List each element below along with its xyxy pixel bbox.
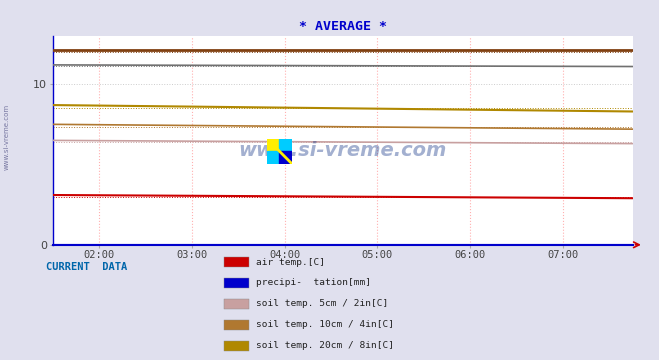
- Text: www.si-vreme.com: www.si-vreme.com: [239, 141, 447, 160]
- Text: soil temp. 10cm / 4in[C]: soil temp. 10cm / 4in[C]: [256, 320, 393, 329]
- Bar: [279, 151, 292, 164]
- Text: precipi-  tation[mm]: precipi- tation[mm]: [256, 279, 371, 287]
- Text: air temp.[C]: air temp.[C]: [256, 258, 325, 266]
- Text: soil temp. 20cm / 8in[C]: soil temp. 20cm / 8in[C]: [256, 341, 393, 350]
- Bar: [267, 139, 279, 151]
- Text: www.si-vreme.com: www.si-vreme.com: [3, 104, 9, 170]
- Bar: [267, 151, 279, 164]
- Bar: [279, 139, 292, 151]
- Title: * AVERAGE *: * AVERAGE *: [299, 21, 387, 33]
- Text: soil temp. 5cm / 2in[C]: soil temp. 5cm / 2in[C]: [256, 299, 388, 308]
- Text: CURRENT  DATA: CURRENT DATA: [46, 262, 127, 272]
